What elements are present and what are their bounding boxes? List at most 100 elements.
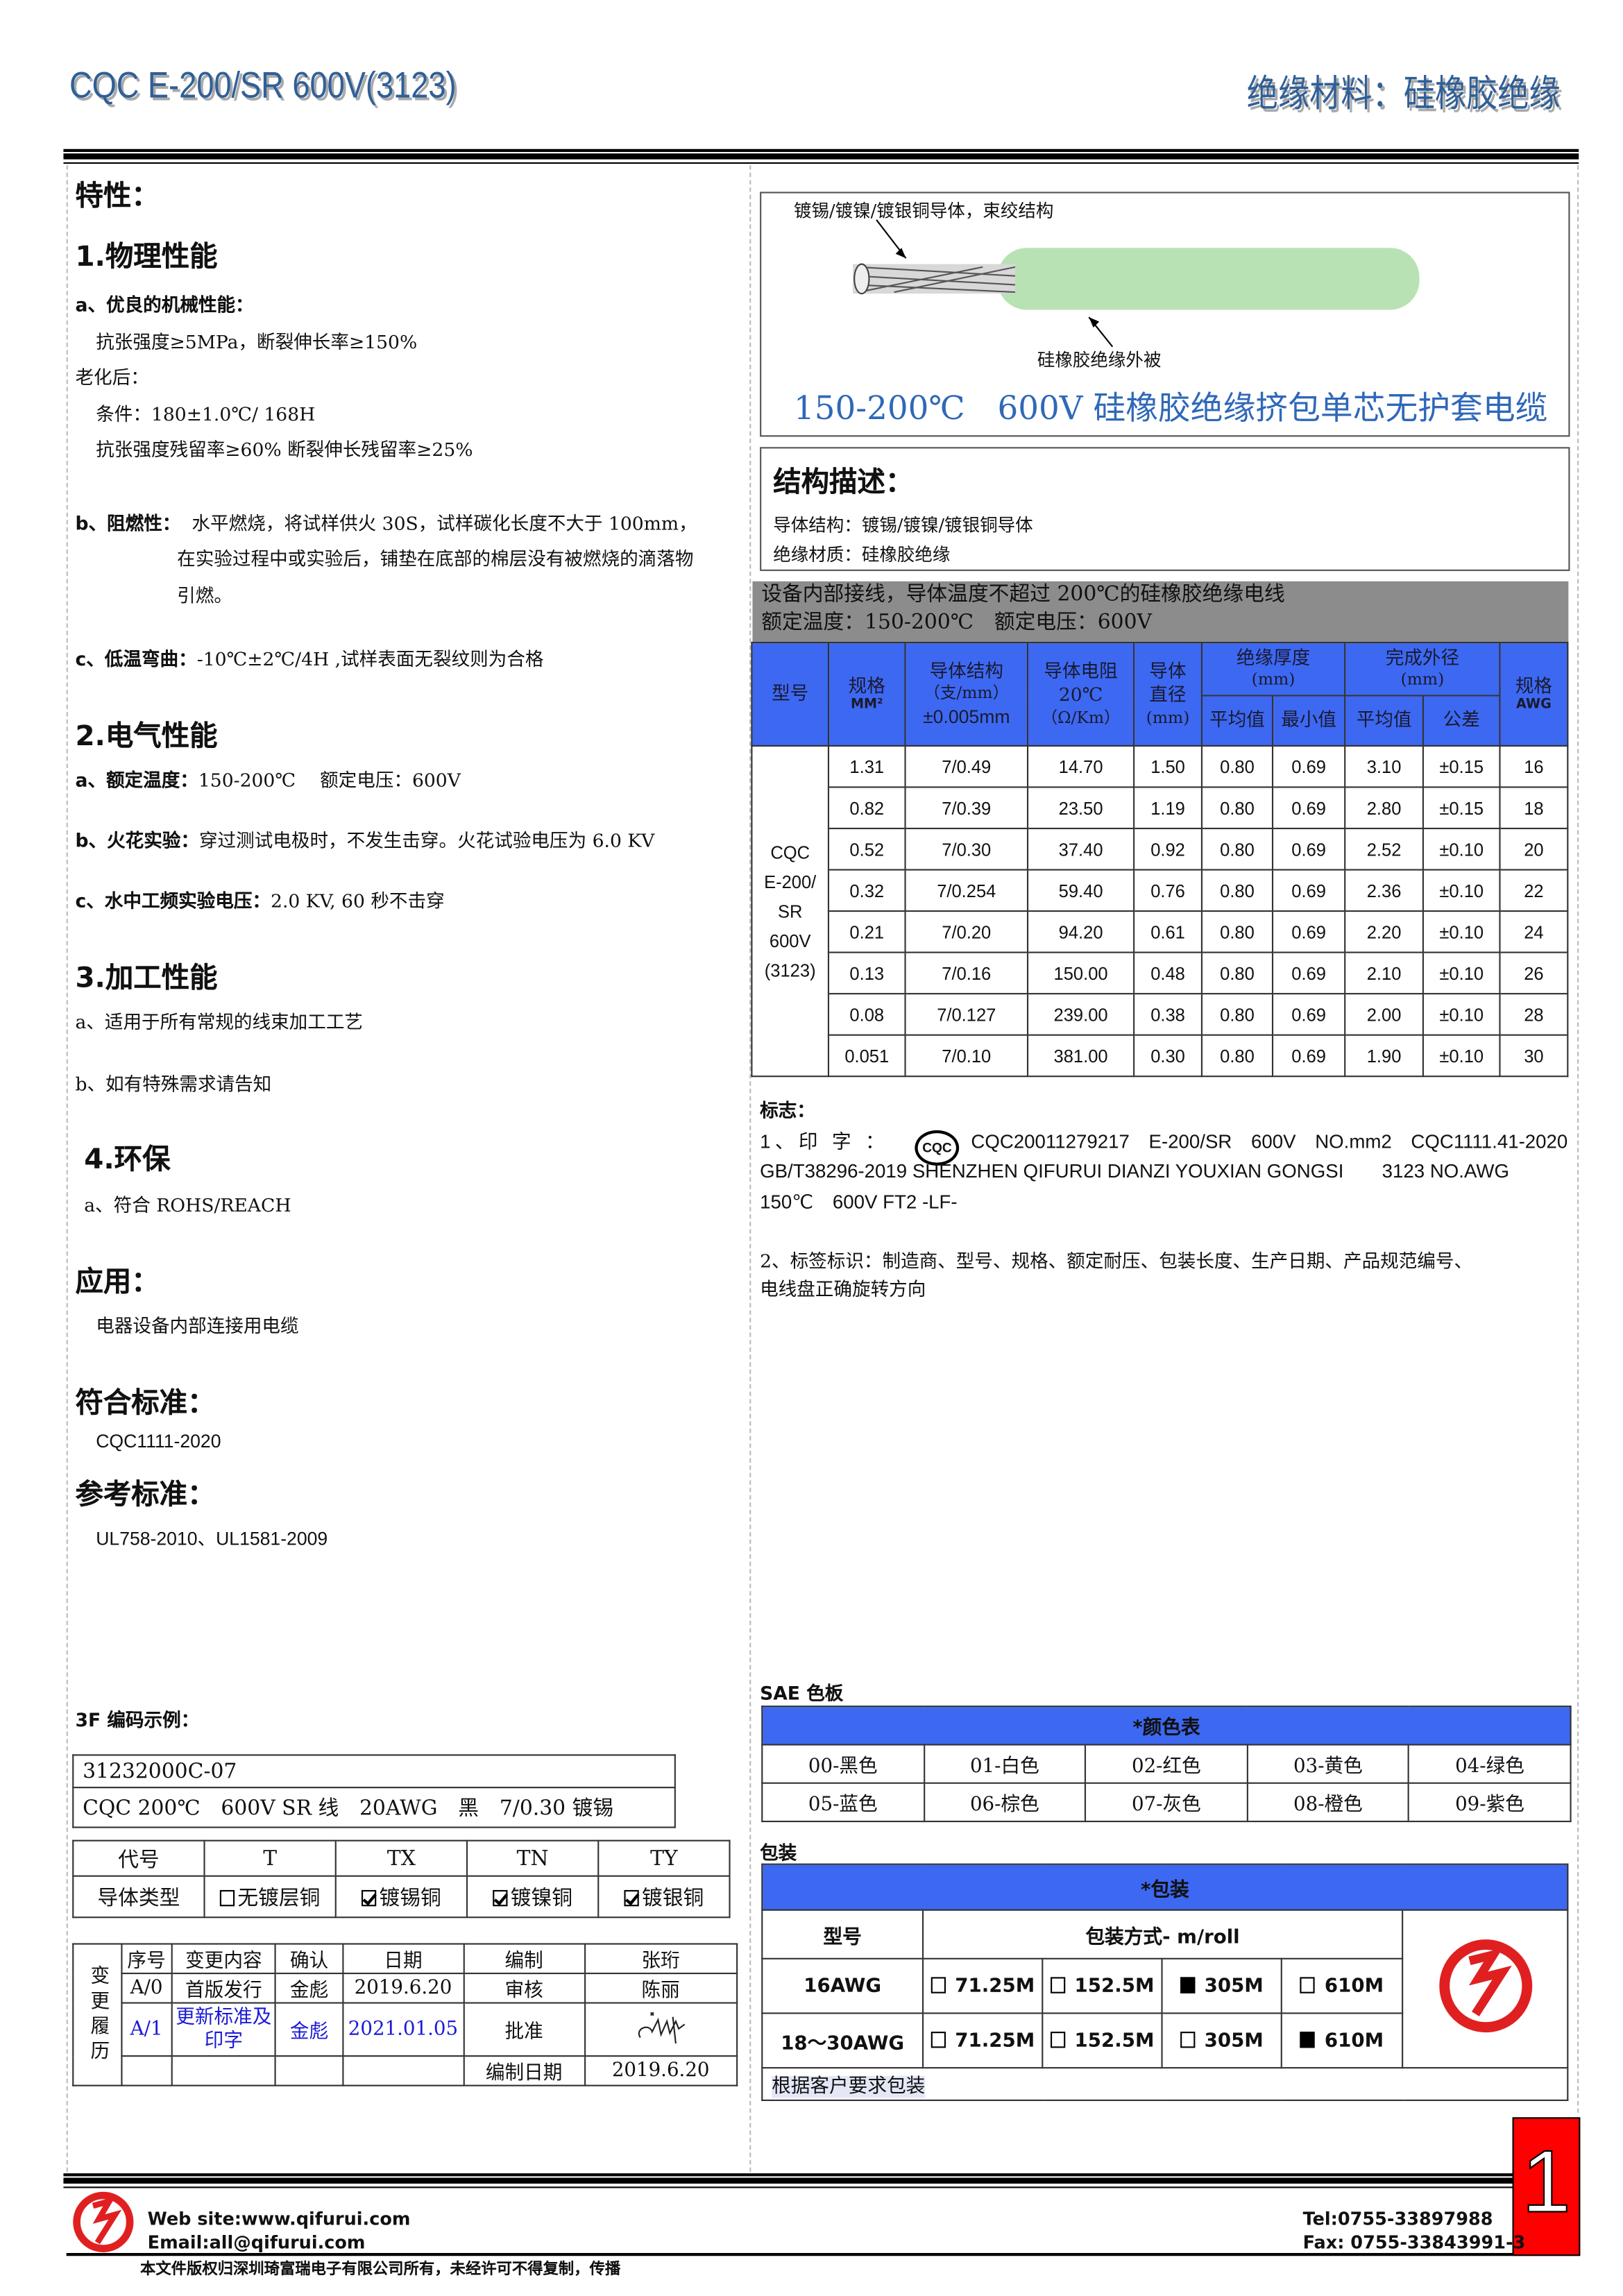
- footer-email[interactable]: Email:all@qifurui.com: [147, 2232, 366, 2254]
- spec-cell: 2.00: [1344, 993, 1425, 1036]
- th-awg-unit: AWG: [1516, 697, 1552, 713]
- change-history-label: 变更履历: [72, 1943, 122, 2086]
- spec-cell: 20: [1499, 827, 1569, 871]
- checkbox-empty-icon[interactable]: [931, 2030, 946, 2048]
- pack-option[interactable]: 610M: [1280, 2012, 1404, 2069]
- code-value: 31232000C-07: [72, 1754, 676, 1789]
- th-od-tol: 公差: [1422, 695, 1501, 747]
- structure-conductor: 导体结构：镀锡/镀镍/镀银铜导体: [773, 515, 1033, 536]
- spec-cell: 18: [1499, 786, 1569, 830]
- pack-option[interactable]: 152.5M: [1042, 1957, 1163, 2014]
- checkbox-empty-icon[interactable]: [1050, 1976, 1065, 1993]
- color-code: 08-橙色: [1246, 1782, 1410, 1823]
- model-line: SR: [777, 901, 803, 921]
- th-awg-label: 规格: [1515, 673, 1553, 696]
- spec-cell: 0.13: [827, 951, 906, 995]
- color-code: 09-紫色: [1408, 1782, 1572, 1823]
- spec-cell: 30: [1499, 1034, 1569, 1078]
- th-awg: 规格 AWG: [1499, 641, 1569, 747]
- checkbox-filled-icon[interactable]: [1180, 1976, 1195, 1993]
- spec-cell: 0.69: [1271, 951, 1346, 995]
- option-tx: 镀锡铜: [334, 1875, 468, 1919]
- pack-option[interactable]: 152.5M: [1042, 2012, 1163, 2069]
- checkbox-unchecked-icon[interactable]: [219, 1889, 235, 1906]
- footer-website[interactable]: Web site:www.qifurui.com: [147, 2209, 411, 2229]
- spec-cell: 0.80: [1200, 910, 1274, 953]
- option-label: 镀锡铜: [379, 1886, 441, 1910]
- cell: 2019.6.20: [341, 1972, 465, 2004]
- color-code: 03-黄色: [1246, 1744, 1410, 1784]
- th-tx: TX: [334, 1839, 468, 1877]
- spec-cell: ±0.10: [1422, 869, 1501, 912]
- water-test-text: 2.0 KV, 60 秒不击穿: [271, 890, 445, 912]
- spec-cell: 0.92: [1133, 827, 1203, 871]
- spec-cell: 0.69: [1271, 993, 1346, 1036]
- checkbox-filled-icon[interactable]: [1300, 2030, 1316, 2048]
- pack-option-label: 71.25M: [955, 2029, 1035, 2052]
- th-seq: 序号: [120, 1943, 173, 1975]
- footer-tel: Tel:0755-33897988: [1302, 2209, 1493, 2229]
- checkbox-empty-icon[interactable]: [1050, 2030, 1065, 2048]
- flame-text-1: 水平燃烧，将试样供火 30S，试样碳化长度不大于 100mm，: [192, 511, 697, 534]
- spec-row: 0.52 7/0.30 37.40 0.92 0.80 0.69 2.52 ±0.10 20: [751, 827, 1569, 871]
- spec-cell: 2.10: [1344, 951, 1425, 995]
- env-a: a、符合 ROHS/REACH: [84, 1193, 291, 1216]
- spec-cell: ±0.15: [1422, 786, 1501, 830]
- spec-cell: 150.00: [1026, 951, 1135, 995]
- checkbox-empty-icon[interactable]: [931, 1976, 946, 1993]
- th-res-temp: 20℃: [1058, 683, 1103, 706]
- mechanical-label: a、优良的机械性能：: [75, 294, 254, 316]
- cold-bend-text: -10℃±2℃/4H ,试样表面无裂纹则为合格: [196, 647, 544, 670]
- checkbox-empty-icon[interactable]: [1180, 2030, 1195, 2048]
- option-tn: 镀镍铜: [466, 1875, 600, 1919]
- spec-cell: ±0.10: [1422, 910, 1501, 953]
- spec-cell: 0.69: [1271, 910, 1346, 953]
- spec-cell: 0.80: [1200, 827, 1274, 871]
- features-title: 特性：: [75, 180, 160, 213]
- pack-option[interactable]: 305M: [1161, 1957, 1282, 2014]
- cable-illustration-box: 镀锡/镀镍/镀银铜导体，束绞结构 硅橡胶绝缘外被 150-200℃ 600V 硅…: [760, 192, 1570, 437]
- right-border: [1577, 165, 1579, 2114]
- sae-title: SAE 色板: [760, 1682, 844, 1704]
- th-dia-label: 导体: [1149, 659, 1187, 682]
- checkbox-checked-icon[interactable]: [493, 1889, 508, 1906]
- spec-cell: 0.051: [827, 1034, 906, 1078]
- th-code: 代号: [72, 1839, 205, 1877]
- pack-option[interactable]: 71.25M: [922, 2012, 1044, 2069]
- spec-cell: 94.20: [1026, 910, 1135, 953]
- th-conductor: 导体结构 （支/mm） ±0.005mm: [904, 641, 1029, 747]
- spec-cell: 2.20: [1344, 910, 1425, 953]
- th-res-label: 导体电阻: [1044, 659, 1118, 682]
- packaging-note: 根据客户要求包装: [761, 2067, 1569, 2101]
- color-table-header: *颜色表: [761, 1706, 1572, 1746]
- left-border: [66, 165, 68, 2172]
- pack-option[interactable]: 71.25M: [922, 1957, 1044, 2014]
- aging-condition: 条件：180±1.0℃/ 168H: [96, 402, 316, 425]
- structure-insulation: 绝缘材质：硅橡胶绝缘: [773, 544, 951, 566]
- th-cond-tol: ±0.005mm: [923, 706, 1010, 727]
- spec-cell: 2.36: [1344, 869, 1425, 912]
- model-line: CQC: [770, 842, 810, 862]
- spec-cell: 0.69: [1271, 827, 1346, 871]
- spec-cell: 0.69: [1271, 869, 1346, 912]
- th-size-unit: MM²: [851, 697, 883, 713]
- spec-cell: 16: [1499, 745, 1569, 788]
- pack-option[interactable]: 610M: [1280, 1957, 1404, 2014]
- marking-line-3: 150℃ 600V FT2 -LF-: [760, 1191, 958, 1213]
- checkbox-checked-icon[interactable]: [361, 1889, 377, 1906]
- model-line: E-200/: [764, 871, 817, 892]
- spec-cell: 1.19: [1133, 786, 1203, 830]
- packaging-title: 包装: [760, 1841, 797, 1864]
- processing-a: a、适用于所有常规的线束加工工艺: [75, 1010, 363, 1033]
- pack-option[interactable]: 305M: [1161, 2012, 1282, 2069]
- cell: A/1: [120, 2002, 173, 2057]
- cell: 批准: [462, 2002, 586, 2057]
- th-od-unit: (mm): [1400, 670, 1445, 690]
- th-author: 编制: [462, 1943, 586, 1975]
- spec-cell: 59.40: [1026, 869, 1135, 912]
- spec-row: 0.08 7/0.127 239.00 0.38 0.80 0.69 2.00 ±0.10 28: [751, 993, 1569, 1036]
- checkbox-empty-icon[interactable]: [1300, 1976, 1316, 1993]
- brand-logo: [1402, 1909, 1569, 2069]
- spec-cell: 0.21: [827, 910, 906, 953]
- checkbox-checked-icon[interactable]: [624, 1889, 639, 1906]
